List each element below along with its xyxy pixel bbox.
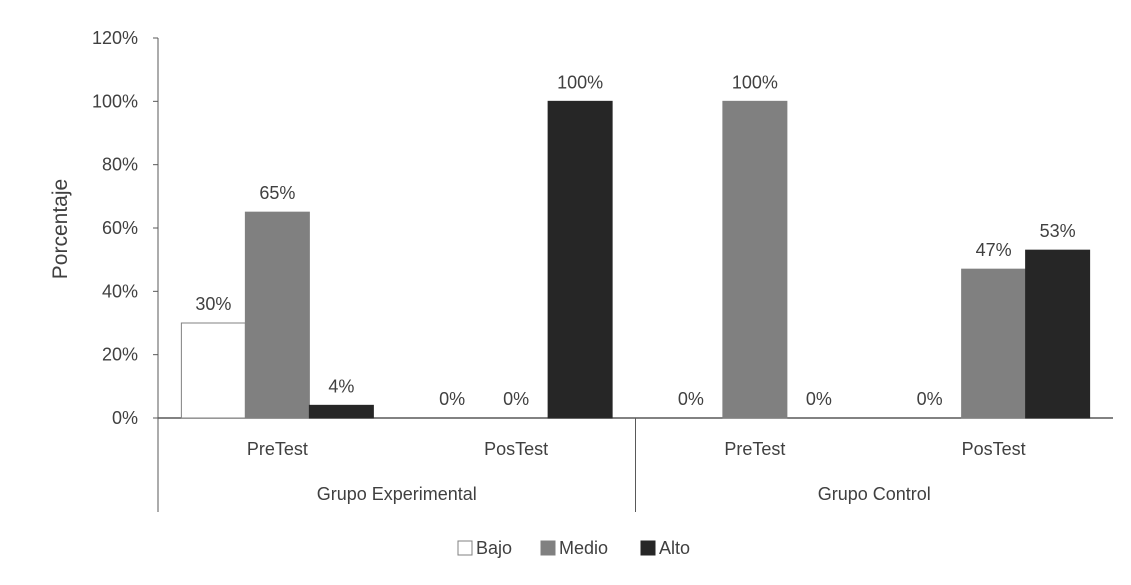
data-label-bajo: 0% bbox=[917, 389, 943, 409]
category-label: PosTest bbox=[484, 439, 548, 459]
category-label: PreTest bbox=[724, 439, 785, 459]
data-label-alto: 53% bbox=[1040, 221, 1076, 241]
data-label-bajo: 30% bbox=[195, 294, 231, 314]
bar-alto bbox=[308, 404, 374, 419]
bars bbox=[180, 100, 1091, 419]
legend-label-alto: Alto bbox=[659, 538, 690, 558]
data-label-bajo: 0% bbox=[439, 389, 465, 409]
bar-medio bbox=[722, 100, 788, 419]
legend-label-medio: Medio bbox=[559, 538, 608, 558]
y-tick-label: 100% bbox=[92, 91, 138, 111]
bar-medio bbox=[244, 211, 310, 419]
data-label-alto: 4% bbox=[328, 376, 354, 396]
data-label-alto: 100% bbox=[557, 72, 603, 92]
data-labels: 30% 65% 4% 0% 0% 100% 0% 100% 0% 0% 47% 53% bbox=[195, 72, 1075, 409]
y-tick-label: 0% bbox=[112, 408, 138, 428]
legend-swatch-alto bbox=[640, 540, 656, 556]
category-label: PreTest bbox=[247, 439, 308, 459]
data-label-medio: 47% bbox=[976, 240, 1012, 260]
y-tick-label: 80% bbox=[102, 155, 138, 175]
bar-alto bbox=[1025, 249, 1091, 419]
y-tick-label: 120% bbox=[92, 28, 138, 48]
data-label-medio: 65% bbox=[259, 183, 295, 203]
y-axis-label: Porcentaje bbox=[49, 179, 72, 279]
y-ticks: 0% 20% 40% 60% 80% 100% 120% bbox=[92, 28, 158, 428]
data-label-alto: 0% bbox=[806, 389, 832, 409]
category-labels: PreTest PosTest Grupo Experimental PreTest P… bbox=[157, 418, 1026, 512]
group-label: Grupo Control bbox=[818, 484, 931, 504]
legend-label-bajo: Bajo bbox=[476, 538, 512, 558]
bar-alto bbox=[547, 100, 613, 419]
data-label-medio: 0% bbox=[503, 389, 529, 409]
legend-swatch-medio bbox=[540, 540, 556, 556]
y-tick-label: 40% bbox=[102, 281, 138, 301]
legend-swatch-bajo bbox=[457, 540, 473, 556]
bar-bajo bbox=[180, 322, 246, 419]
category-label: PosTest bbox=[962, 439, 1026, 459]
legend: Bajo Medio Alto bbox=[457, 538, 690, 558]
y-tick-label: 60% bbox=[102, 218, 138, 238]
data-label-bajo: 0% bbox=[678, 389, 704, 409]
bar-medio bbox=[961, 268, 1027, 419]
data-label-medio: 100% bbox=[732, 72, 778, 92]
y-tick-label: 20% bbox=[102, 345, 138, 365]
group-label: Grupo Experimental bbox=[317, 484, 477, 504]
